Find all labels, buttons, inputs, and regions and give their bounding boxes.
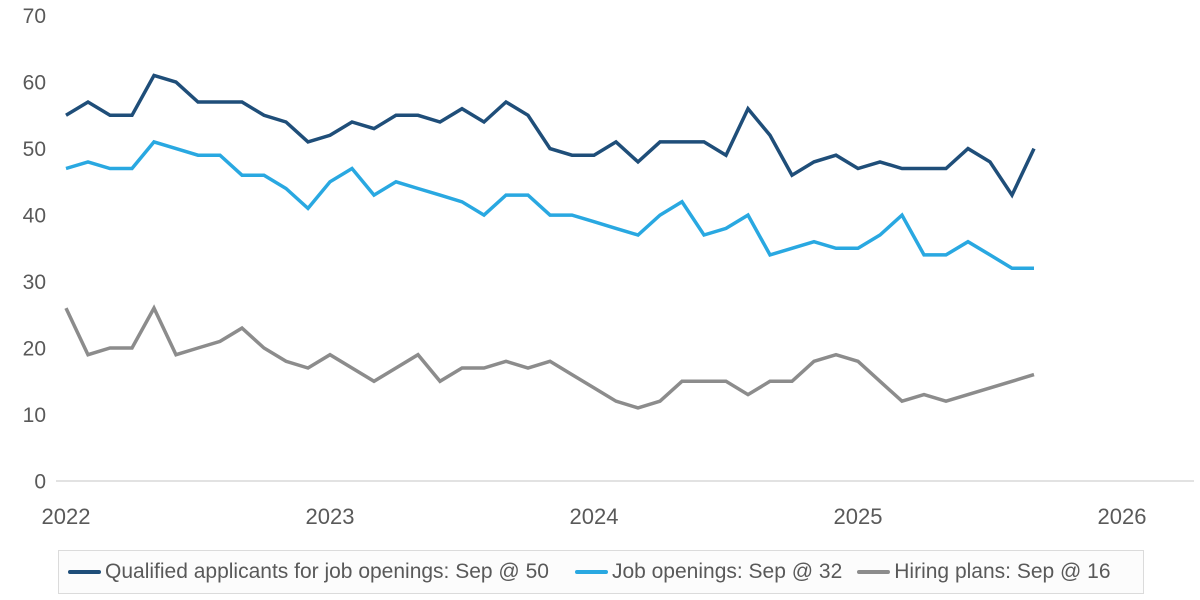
series-line-0 (65, 73, 1036, 199)
x-tick-label: 2022 (42, 504, 91, 529)
legend-item-qualified-applicants: Qualified applicants for job openings: S… (68, 560, 549, 584)
legend-swatch-job-openings (574, 570, 608, 574)
x-tick-label: 2023 (306, 504, 355, 529)
legend-swatch-hiring-plans (857, 570, 891, 574)
legend: Qualified applicants for job openings: S… (58, 550, 1144, 594)
y-tick-label: 60 (23, 72, 46, 95)
series-line-1 (65, 139, 1034, 270)
legend-label: Job openings: Sep @ 32 (611, 560, 843, 583)
y-tick-label: 30 (23, 271, 46, 294)
y-tick-label: 50 (23, 138, 46, 161)
x-tick-label: 2024 (570, 504, 619, 529)
x-tick-label: 2025 (834, 504, 883, 529)
y-tick-label: 70 (23, 5, 46, 28)
legend-item-job-openings: Job openings: Sep @ 32 (574, 560, 843, 584)
chart-canvas: 0 10 20 30 40 50 60 70 2022 2023 2024 2025 2026 (23, 5, 1194, 529)
legend-item-hiring-plans: Hiring plans: Sep @ 16 (857, 560, 1111, 584)
series-line-2 (64, 304, 1035, 410)
y-tick-label: 40 (23, 205, 46, 228)
legend-swatch-qualified-applicants (68, 570, 101, 574)
legend-label: Qualified applicants for job openings: S… (105, 560, 549, 583)
y-tick-label: 0 (34, 471, 46, 494)
legend-label: Hiring plans: Sep @ 16 (894, 560, 1111, 583)
y-tick-label: 20 (23, 338, 46, 361)
y-tick-label: 10 (23, 404, 46, 427)
line-chart: 0 10 20 30 40 50 60 70 2022 2023 2024 2025 2026 (23, 5, 1194, 529)
x-tick-label: 2026 (1098, 504, 1147, 529)
